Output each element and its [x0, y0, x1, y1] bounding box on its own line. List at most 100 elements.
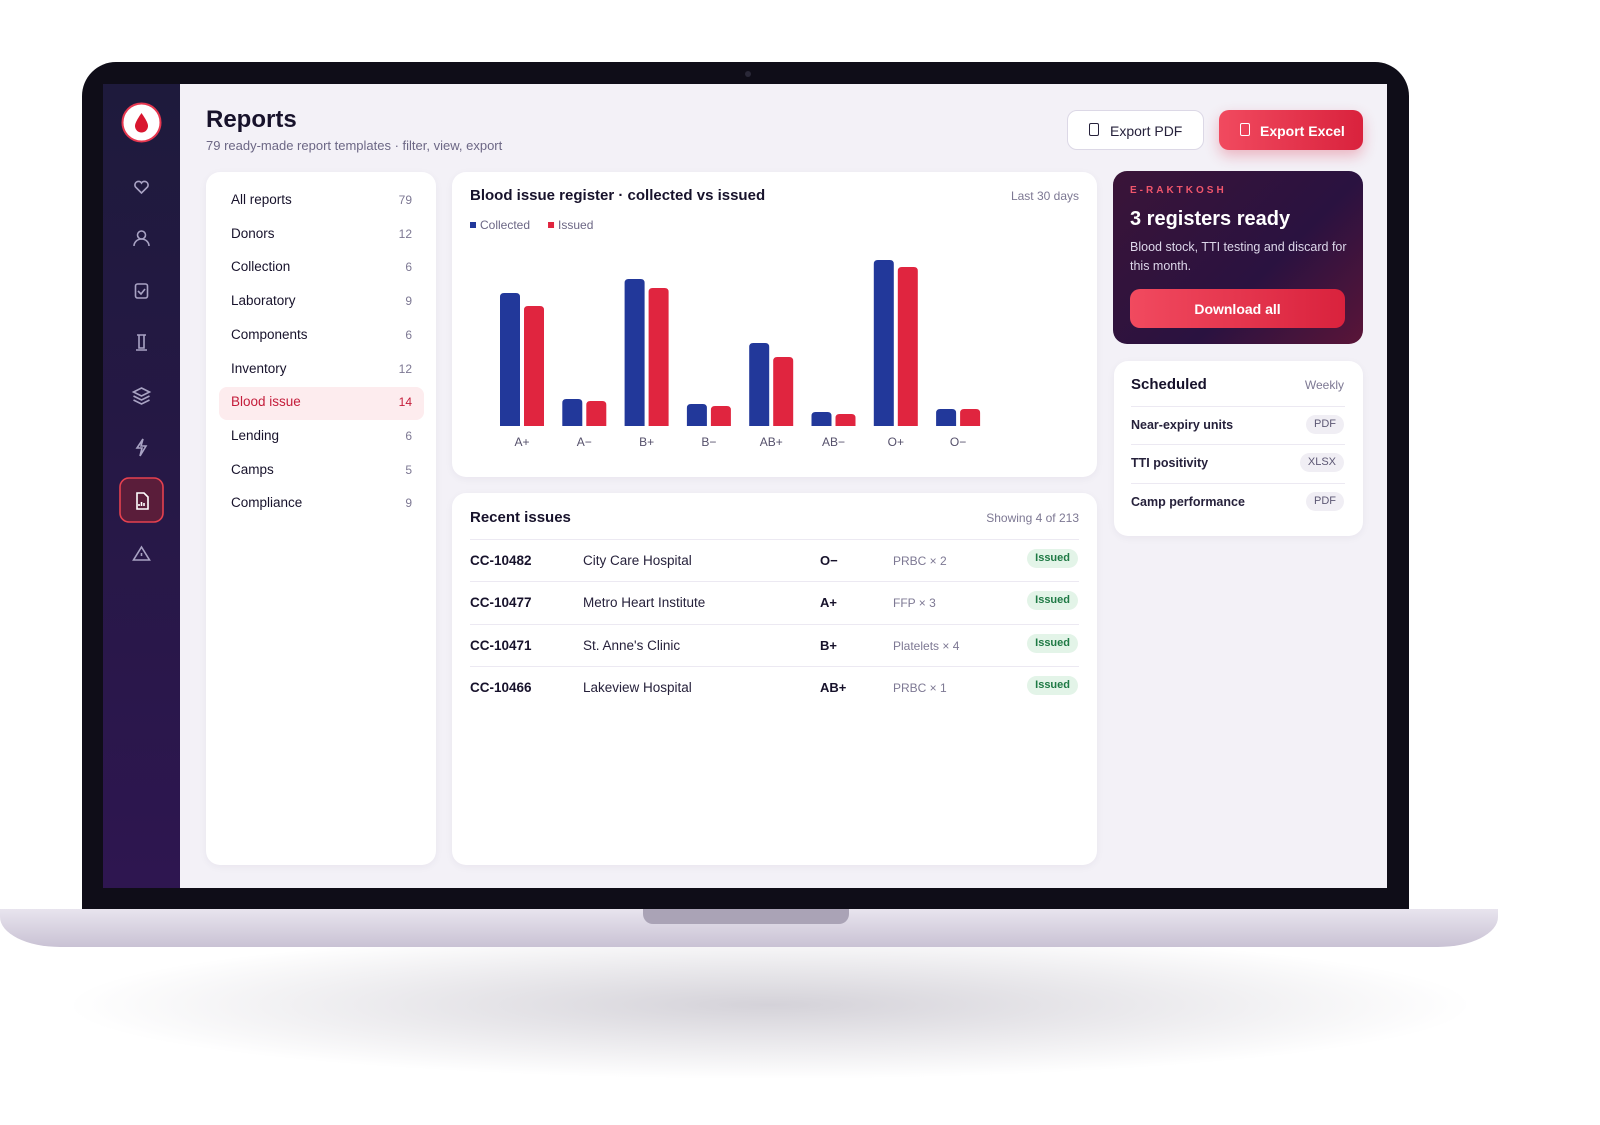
- format-badge: PDF: [1306, 415, 1344, 434]
- row-divider: [470, 581, 1079, 583]
- category-name[interactable]: Components: [231, 326, 308, 342]
- issue-id: CC-10471: [470, 637, 532, 653]
- row-divider: [1131, 482, 1345, 484]
- nav-icon[interactable]: [133, 230, 150, 247]
- row-divider: [470, 623, 1079, 625]
- issue-hospital: City Care Hospital: [583, 553, 692, 568]
- issues-count: Showing 4 of 213: [986, 511, 1079, 525]
- issue-hospital: Lakeview Hospital: [583, 679, 692, 695]
- bar: [500, 293, 520, 426]
- category-count: 9: [405, 294, 412, 309]
- nav-icon[interactable]: [132, 545, 151, 561]
- nav-icon[interactable]: [131, 387, 152, 405]
- legend-swatch: [548, 222, 555, 228]
- bar: [624, 279, 645, 426]
- bar: [835, 414, 856, 426]
- nav-active[interactable]: [119, 477, 164, 523]
- x-tick-label: AB+: [760, 435, 783, 449]
- chart-title: Blood issue register · collected vs issu…: [470, 187, 766, 204]
- format-badge: XLSX: [1299, 453, 1344, 473]
- scheduled-frequency: Weekly: [1304, 378, 1344, 392]
- nav-icon[interactable]: [134, 180, 149, 195]
- category-name[interactable]: Donors: [231, 225, 275, 241]
- nav-icon[interactable]: [135, 438, 148, 457]
- bar: [897, 267, 918, 426]
- bar: [936, 409, 957, 426]
- category-count: 5: [405, 462, 412, 477]
- scheduled-title: Scheduled: [1131, 376, 1207, 393]
- row-divider: [1131, 406, 1345, 407]
- laptop-shadow: [60, 930, 1480, 1080]
- issue-id: CC-10466: [470, 679, 532, 695]
- category-count: 6: [405, 260, 412, 275]
- issue-component: FFP × 3: [893, 596, 936, 611]
- download-label[interactable]: Download all: [1194, 301, 1281, 317]
- chart: Collected Issued A+ A− B+ B− AB+ AB− O+ O−: [470, 218, 981, 449]
- logo-drop: [135, 113, 148, 133]
- bar: [686, 404, 707, 426]
- chart-card: [452, 172, 1097, 477]
- category-panel: [206, 172, 436, 865]
- category-name[interactable]: Lending: [231, 427, 280, 443]
- x-tick-label: AB−: [822, 435, 845, 449]
- issue-group: AB+: [820, 679, 847, 695]
- category-name[interactable]: Inventory: [231, 360, 287, 376]
- bar: [562, 399, 583, 426]
- x-tick-label: O+: [888, 435, 904, 449]
- x-tick-label: A−: [577, 435, 592, 449]
- issue-hospital: Metro Heart Institute: [583, 595, 706, 611]
- sidebar-icons: [119, 102, 164, 561]
- category-count: 79: [398, 193, 412, 207]
- scheduled-name[interactable]: Camp performance: [1131, 494, 1245, 509]
- category-name[interactable]: Collection: [231, 259, 291, 275]
- bar: [773, 357, 794, 426]
- bar: [648, 288, 669, 426]
- issue-component: PRBC × 2: [893, 554, 947, 568]
- status-badge: Issued: [1027, 549, 1078, 568]
- status-badge: Issued: [1027, 591, 1078, 611]
- file-icon: [1240, 123, 1250, 136]
- category-count: 14: [398, 395, 412, 410]
- category-count: 12: [398, 361, 412, 376]
- promo-title: 3 registers ready: [1130, 208, 1291, 230]
- export-excel-button[interactable]: [1219, 110, 1363, 150]
- bar: [586, 401, 607, 426]
- status-badge: Issued: [1027, 675, 1078, 695]
- row-divider: [1131, 444, 1345, 446]
- nav-icon[interactable]: [136, 492, 149, 510]
- x-tick-label: B−: [701, 435, 716, 449]
- category-name[interactable]: Compliance: [231, 495, 303, 511]
- issue-group: A+: [820, 595, 837, 611]
- category-name[interactable]: Laboratory: [231, 293, 296, 309]
- bar: [749, 343, 770, 426]
- nav-icon[interactable]: [136, 334, 147, 351]
- issue-group: B+: [820, 637, 837, 653]
- file-icon: [1089, 123, 1099, 136]
- x-tick-label: A+: [514, 435, 529, 449]
- category-name[interactable]: All reports: [231, 192, 292, 207]
- category-count: 6: [405, 327, 412, 342]
- legend-swatch: [470, 222, 476, 228]
- scheduled-name[interactable]: Near-expiry units: [1131, 418, 1234, 432]
- issue-component: PRBC × 1: [893, 680, 947, 695]
- issue-id: CC-10477: [470, 595, 532, 611]
- chart-period: Last 30 days: [1010, 189, 1079, 203]
- category-name[interactable]: Blood issue: [231, 394, 301, 410]
- bar: [710, 406, 731, 426]
- issue-component: Platelets × 4: [893, 638, 960, 653]
- download-button[interactable]: [1130, 289, 1345, 328]
- category-active-bg[interactable]: [219, 387, 424, 421]
- category-name[interactable]: Camps: [231, 461, 274, 477]
- export-pdf-label: Export PDF: [1110, 123, 1183, 139]
- x-tick-label: O−: [950, 435, 966, 449]
- nav-icon[interactable]: [134, 283, 149, 299]
- bar: [873, 260, 894, 426]
- page-title: Reports: [206, 106, 297, 133]
- category-count: 9: [405, 496, 412, 511]
- x-tick-label: B+: [639, 435, 654, 449]
- scheduled-name[interactable]: TTI positivity: [1131, 456, 1209, 471]
- category-count: 12: [398, 226, 412, 241]
- legend-label: Issued: [558, 218, 593, 232]
- row-divider: [470, 665, 1079, 667]
